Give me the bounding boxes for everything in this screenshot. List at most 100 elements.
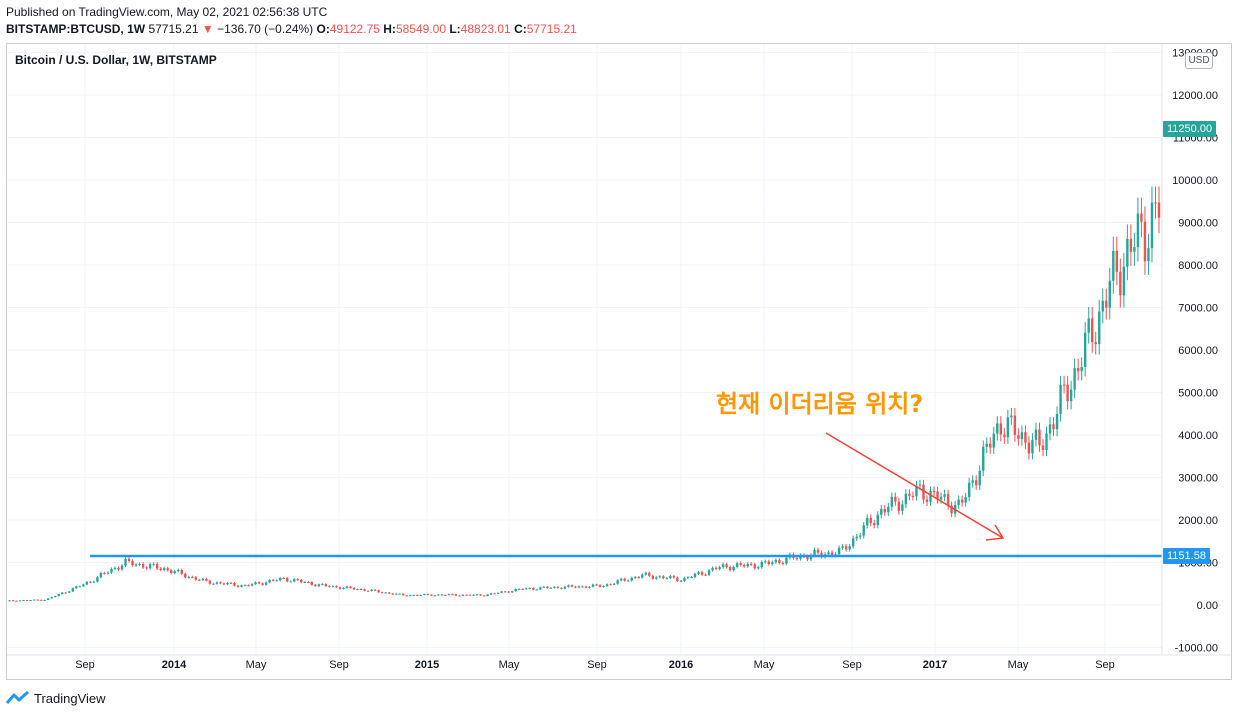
candle-body [1041,445,1045,451]
candle-body [1076,368,1080,372]
candle-body [433,595,437,597]
candle-body [939,496,943,500]
candle-body [1038,429,1041,446]
candle-body [257,582,261,584]
candle-body [932,491,936,493]
candle-body [191,576,194,578]
change-value: −136.70 (−0.24%) [217,22,314,36]
candle-body [1010,415,1013,418]
candle-body [560,587,563,589]
candle-body [518,588,521,590]
candle-body [1055,413,1059,430]
candle-body [992,433,995,448]
candle-body [402,593,405,596]
change-arrow-icon: ▼ [201,22,214,36]
chart-frame[interactable] [6,43,1232,680]
candle-body [946,494,950,506]
open-label: O: [316,22,330,36]
candle-body [1052,424,1055,430]
candle-body [22,600,25,602]
candle-body [648,572,651,576]
candle-body [901,504,904,511]
y-tick-label: 9000.00 [1178,218,1218,230]
candle-body [743,564,746,567]
candle-body [950,505,953,514]
candle-body [1069,389,1073,402]
candle-body [570,585,574,587]
candle-body [553,586,556,588]
candle-body [426,594,430,596]
candle-body [310,582,314,585]
candle-body [233,582,236,586]
candle-body [982,446,985,471]
y-tick-label: 5000.00 [1178,388,1218,400]
candle-body [461,594,465,596]
y-tick-label: 0.00 [1197,600,1218,612]
candle-body [880,508,883,515]
candle-body [915,485,918,497]
candle-body [268,579,271,583]
candle-body [43,599,46,601]
y-tick-label: 10000.00 [1172,175,1218,187]
candle-body [127,558,131,561]
candle-body [113,567,117,569]
candle-body [423,594,426,596]
x-tick-label: Sep [75,659,95,671]
candle-body [644,572,647,575]
candle-body [1013,415,1017,435]
candle-body [679,580,683,582]
open-value: 49122.75 [329,22,380,36]
candle-body [1031,439,1034,454]
candle-body [465,594,468,596]
candle-body [85,581,89,585]
candle-body [851,538,855,547]
candle-body [416,595,419,597]
candle-body [50,597,53,599]
candle-body [194,577,198,580]
candle-body [444,594,447,596]
candle-body [820,552,823,557]
candle-body [574,586,577,588]
candle-body [859,535,862,537]
time-axis[interactable]: Sep 2014 May Sep 2015 May Sep 2016 May Sep 2017 May… [75,659,1115,671]
candle-body [591,584,595,587]
candle-body [162,568,166,570]
low-label: L: [449,22,461,36]
close-label: C: [514,22,527,36]
candle-body [57,594,60,597]
candle-body [528,588,531,590]
candle-body [1150,202,1154,249]
candle-body [117,567,120,570]
candle-body [869,517,872,524]
candle-body [275,580,278,582]
candle-body [387,592,391,594]
candle-body [1024,432,1027,443]
x-tick-label: 2016 [669,659,693,671]
candle-body [771,562,774,565]
candle-body [247,585,250,587]
close-value: 57715.21 [526,22,577,36]
candle-body [662,576,665,579]
candle-body [711,567,714,571]
candle-body [588,586,591,588]
candle-body [1122,266,1126,296]
currency-button[interactable]: USD [1185,52,1213,69]
candle-body [138,563,141,565]
candle-body [159,568,162,570]
candle-body [918,484,922,486]
candle-body [806,556,809,560]
candle-body [532,588,535,590]
candle-body [862,525,865,536]
candle-body [767,561,771,565]
candle-body [303,581,306,583]
last-price-label: 11250.00 [1163,121,1217,137]
candle-body [637,577,640,579]
candle-body [500,591,503,593]
x-tick-label: Sep [1095,659,1115,671]
candle-body [338,587,342,589]
candle-body [141,563,145,568]
candle-body [99,573,103,578]
footer[interactable]: TradingView [5,690,106,708]
candle-body [676,577,679,582]
